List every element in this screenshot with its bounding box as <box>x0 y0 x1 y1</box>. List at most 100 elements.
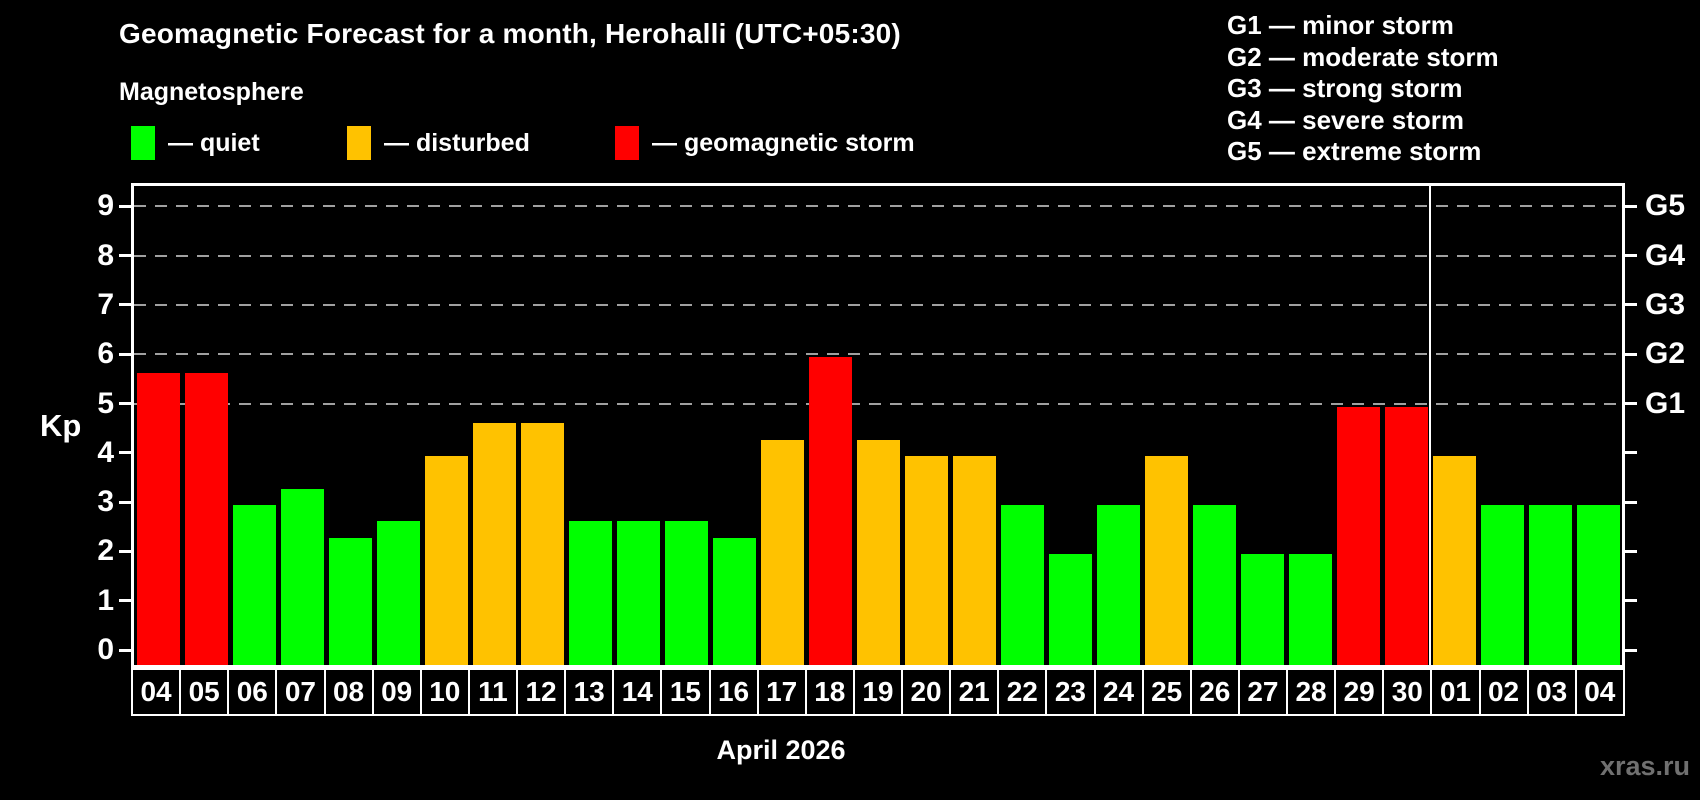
date-cell-04: 04 <box>1574 668 1625 716</box>
date-cell-15: 15 <box>660 668 711 716</box>
kp-bar-17 <box>760 439 804 665</box>
kp-bar-11 <box>472 422 516 665</box>
date-cell-23: 23 <box>1045 668 1096 716</box>
date-cell-09: 09 <box>371 668 422 716</box>
date-cell-28: 28 <box>1286 668 1337 716</box>
kp-bar-22 <box>1000 505 1044 665</box>
left-tick-3 <box>119 500 131 504</box>
storm-swatch-icon <box>615 126 639 160</box>
gridline-kp-9 <box>134 205 1622 208</box>
y-tick-label-1: 1 <box>97 583 114 617</box>
left-tick-1 <box>119 599 131 603</box>
month-divider-line <box>1429 186 1431 665</box>
right-tick-9 <box>1625 204 1637 208</box>
left-tick-5 <box>119 402 131 405</box>
legend-label: — geomagnetic storm <box>652 128 915 157</box>
kp-bar-30 <box>1384 406 1428 665</box>
right-tick-5 <box>1625 402 1637 405</box>
kp-bar-01 <box>1432 455 1476 665</box>
kp-bar-26 <box>1192 505 1236 665</box>
left-tick-9 <box>119 204 131 208</box>
left-tick-0 <box>119 648 131 652</box>
y-tick-label-7: 7 <box>97 287 114 321</box>
date-cell-03: 03 <box>1526 668 1577 716</box>
quiet-swatch-icon <box>131 126 155 160</box>
legend-item-disturbed: — disturbed <box>347 126 530 160</box>
y-axis-title: Kp <box>40 408 82 443</box>
date-cell-05: 05 <box>179 668 230 716</box>
kp-bar-12 <box>520 422 564 665</box>
kp-bar-04 <box>136 373 180 665</box>
g-tick-label-g4: G4 <box>1645 238 1686 272</box>
g-tick-label-g2: G2 <box>1645 337 1686 371</box>
date-cell-02: 02 <box>1478 668 1529 716</box>
kp-bar-15 <box>664 521 708 665</box>
right-tick-2 <box>1625 549 1637 553</box>
kp-bar-28 <box>1288 554 1332 665</box>
date-cell-24: 24 <box>1093 668 1144 716</box>
date-cell-04: 04 <box>131 668 182 716</box>
kp-bar-09 <box>376 521 420 665</box>
g-tick-label-g5: G5 <box>1645 189 1686 223</box>
kp-bar-13 <box>568 521 612 665</box>
kp-bar-07 <box>280 488 324 665</box>
g-tick-label-g3: G3 <box>1645 287 1686 321</box>
date-cell-26: 26 <box>1189 668 1240 716</box>
kp-bar-23 <box>1048 554 1092 665</box>
x-axis-date-row: 04 05 06 07 08 09 10 11 12 13 14 15 16 17 18 19 20 21 22 23… <box>131 668 1625 716</box>
right-tick-3 <box>1625 500 1637 504</box>
kp-bar-03 <box>1528 505 1572 665</box>
kp-bar-20 <box>904 455 948 665</box>
left-tick-8 <box>119 254 131 258</box>
y-tick-label-9: 9 <box>97 189 114 223</box>
right-tick-1 <box>1625 599 1637 603</box>
kp-bar-06 <box>232 505 276 665</box>
y-tick-label-6: 6 <box>97 337 114 371</box>
plot-area <box>131 183 1625 668</box>
disturbed-swatch-icon <box>347 126 371 160</box>
date-cell-18: 18 <box>804 668 855 716</box>
kp-bar-02 <box>1480 505 1524 665</box>
date-cell-22: 22 <box>997 668 1048 716</box>
date-cell-07: 07 <box>275 668 326 716</box>
date-cell-25: 25 <box>1141 668 1192 716</box>
g-legend-line: G5 — extreme storm <box>1227 136 1482 166</box>
left-tick-4 <box>119 451 131 455</box>
gridline-kp-6 <box>134 353 1622 356</box>
legend-label: — quiet <box>168 128 260 157</box>
plot-region: 0 1 2 3 4 5 6 7 8 9 G1 G2 G3 G4 G5 <box>0 183 1700 668</box>
date-cell-10: 10 <box>419 668 470 716</box>
gridline-kp-8 <box>134 254 1622 257</box>
legend-label: — disturbed <box>384 128 530 157</box>
date-cell-27: 27 <box>1237 668 1288 716</box>
watermark: xras.ru <box>1599 751 1690 781</box>
right-tick-0 <box>1625 648 1637 652</box>
date-cell-13: 13 <box>564 668 615 716</box>
y-tick-label-3: 3 <box>97 485 114 519</box>
left-tick-7 <box>119 303 131 307</box>
date-cell-20: 20 <box>901 668 952 716</box>
date-cell-12: 12 <box>516 668 567 716</box>
g-legend-line: G2 — moderate storm <box>1227 41 1499 72</box>
gridline-kp-7 <box>134 303 1622 306</box>
date-cell-21: 21 <box>949 668 1000 716</box>
y-tick-label-5: 5 <box>97 386 114 420</box>
right-tick-8 <box>1625 254 1637 258</box>
kp-bar-10 <box>424 455 468 665</box>
y-tick-label-2: 2 <box>97 534 114 568</box>
legend-item-quiet: — quiet <box>131 126 260 160</box>
g-scale-legend: G1 — minor storm G2 — moderate storm G3 — … <box>1227 10 1499 168</box>
date-cell-08: 08 <box>323 668 374 716</box>
g-legend-line: G4 — severe storm <box>1227 104 1465 135</box>
date-cell-16: 16 <box>708 668 759 716</box>
kp-bar-14 <box>616 521 660 665</box>
kp-bar-18 <box>808 357 852 665</box>
date-cell-14: 14 <box>612 668 663 716</box>
right-tick-7 <box>1625 303 1637 307</box>
y-tick-label-4: 4 <box>97 435 114 469</box>
right-tick-6 <box>1625 352 1637 356</box>
kp-bar-24 <box>1096 505 1140 665</box>
kp-bar-08 <box>328 538 372 665</box>
legend-item-storm: — geomagnetic storm <box>615 126 915 160</box>
